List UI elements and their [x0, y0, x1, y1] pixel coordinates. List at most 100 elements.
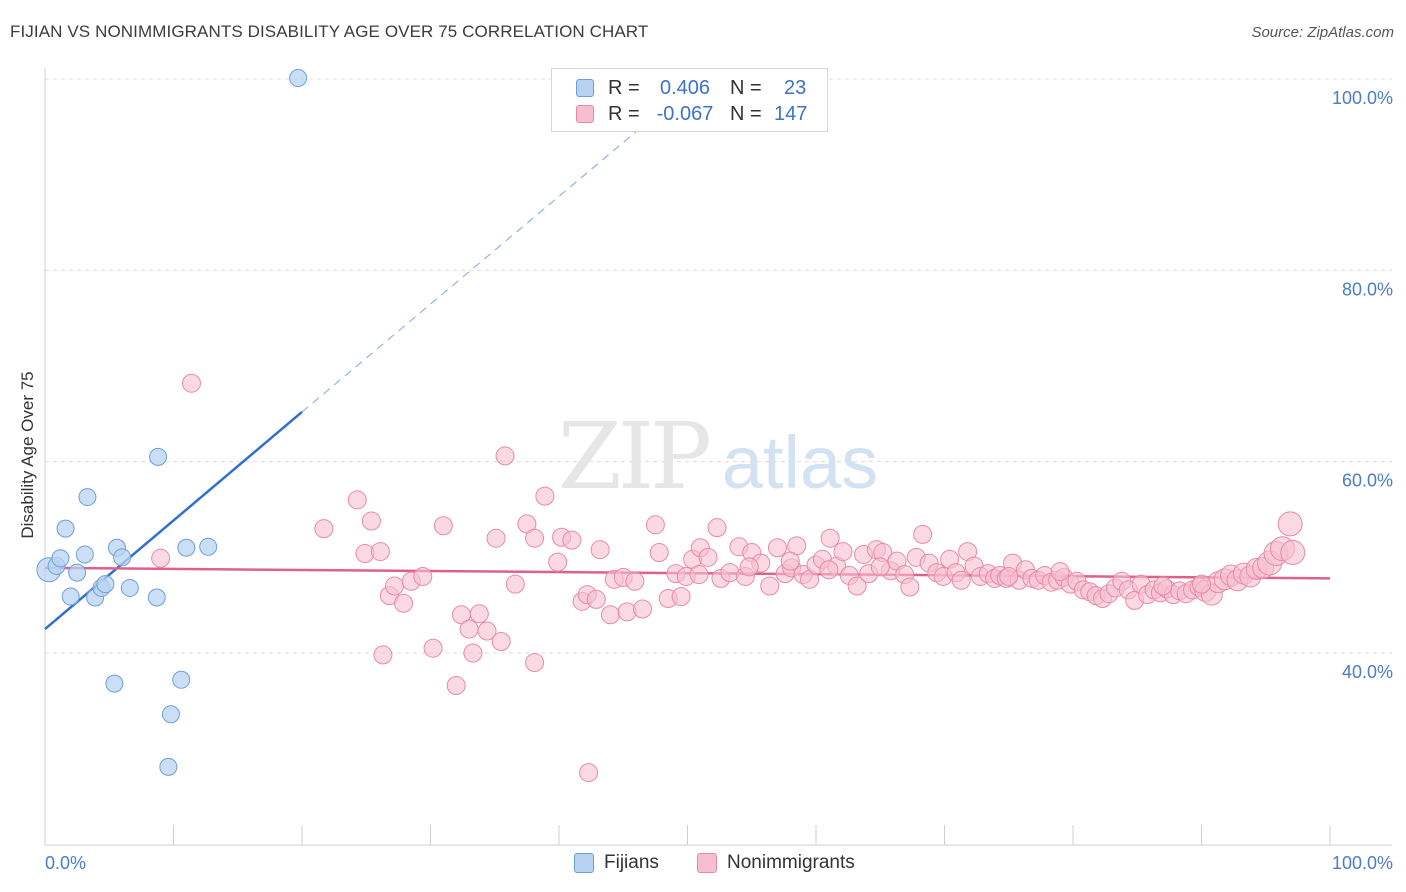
nonimmigrants-point	[486, 528, 506, 548]
nonimmigrants-point	[900, 577, 920, 597]
fijians-point	[199, 537, 218, 556]
nonimmigrants-swatch	[576, 105, 594, 123]
y-tick-label: 80.0%	[1342, 279, 1393, 299]
nonimmigrants-point	[562, 530, 582, 550]
nonimmigrants-point	[525, 528, 545, 548]
legend-item-fijians[interactable]: Fijians	[574, 852, 659, 874]
fijians-point	[149, 447, 168, 466]
nonimmigrants-point	[847, 576, 867, 596]
y-tick-label: 100.0%	[1332, 88, 1393, 108]
fijians-point	[75, 545, 94, 564]
nonimmigrants-point	[671, 587, 691, 607]
gridlines	[45, 78, 1392, 654]
nonimmigrants-point	[819, 560, 839, 580]
nonimmigrants-point	[600, 605, 620, 625]
nonimmigrants-point	[314, 519, 334, 539]
nonimmigrants-point	[505, 574, 525, 594]
chart-title: FIJIAN VS NONIMMIGRANTS DISABILITY AGE O…	[10, 22, 649, 41]
legend-r-label: R =	[608, 76, 640, 99]
watermark-zip: ZIP	[558, 403, 709, 510]
fijians-point	[147, 588, 166, 607]
legend-n-label: N =	[730, 76, 762, 99]
nonimmigrants-point	[469, 604, 489, 624]
legend-n-value: 147	[774, 102, 808, 125]
nonimmigrants-point	[579, 763, 599, 783]
fijians-point	[161, 705, 180, 724]
x-tick-label: 100.0%	[1332, 853, 1393, 873]
source-label: Source: ZipAtlas.com	[1251, 24, 1394, 41]
nonimmigrants-legend-label: Nonimmigrants	[727, 852, 855, 873]
nonimmigrants-point	[1280, 540, 1306, 566]
watermark-atlas: atlas	[722, 421, 878, 504]
nonimmigrants-point	[463, 643, 483, 663]
nonimmigrants-point	[1192, 574, 1211, 594]
nonimmigrants-point	[394, 593, 414, 613]
fijians-swatch	[576, 79, 594, 97]
trend-lines	[44, 88, 1331, 631]
tick-labels: 40.0% 60.0% 80.0% 100.0% 0.0% 100.0%	[45, 88, 1393, 873]
nonimmigrants-point	[633, 599, 653, 619]
nonimmigrants-point	[361, 511, 381, 531]
nonimmigrants-point	[433, 516, 453, 536]
fijians-point	[56, 519, 75, 538]
nonimmigrants-point	[590, 540, 610, 560]
nonimmigrants-point	[491, 632, 511, 652]
nonimmigrants-point	[586, 589, 606, 609]
y-tick-label: 60.0%	[1342, 471, 1393, 491]
legend-item-nonimmigrants[interactable]: Nonimmigrants	[697, 852, 855, 874]
nonimmigrants-point	[833, 542, 853, 562]
series-legend: Fijians Nonimmigrants	[0, 852, 1406, 878]
nonimmigrants-point	[1050, 562, 1070, 582]
fijians-point	[78, 488, 97, 507]
fijians-point	[159, 757, 178, 776]
nonimmigrants-point	[870, 557, 890, 577]
legend-r-label: R =	[608, 102, 640, 125]
nonimmigrants-point	[1153, 576, 1173, 596]
nonimmigrants-point	[423, 638, 443, 658]
fijians-legend-swatch	[574, 853, 594, 873]
axes	[44, 68, 1392, 846]
legend-r-value: -0.067	[656, 102, 714, 125]
fijians-point	[172, 670, 191, 689]
nonimmigrants-legend-swatch	[697, 853, 717, 873]
nonimmigrants-point	[780, 551, 800, 571]
legend-n-label: N =	[730, 102, 762, 125]
watermark: ZIP atlas	[558, 403, 878, 510]
nonimmigrants-point	[689, 565, 709, 585]
fijians-legend-label: Fijians	[604, 852, 659, 873]
fijians-point	[289, 69, 308, 88]
nonimmigrants-point	[739, 557, 759, 577]
nonimmigrants-point	[649, 543, 669, 563]
nonimmigrants-point	[477, 621, 497, 641]
fijians-point	[105, 674, 124, 693]
nonimmigrants-point	[525, 653, 545, 673]
fijians-points	[36, 69, 308, 776]
nonimmigrants-point	[820, 528, 840, 548]
nonimmigrants-point	[535, 486, 555, 506]
nonimmigrants-point	[385, 576, 405, 596]
nonimmigrants-point	[1277, 511, 1303, 537]
nonimmigrants-point	[370, 542, 390, 562]
fijians-point	[68, 563, 87, 582]
nonimmigrants-point	[698, 547, 718, 567]
y-tick-label: 40.0%	[1342, 662, 1393, 682]
nonimmigrants-point	[373, 645, 393, 665]
nonimmigrants-point	[707, 518, 727, 538]
fijians-point	[51, 549, 70, 568]
nonimmigrants-point	[617, 602, 637, 622]
fijians-point	[61, 587, 80, 606]
nonimmigrants-point	[767, 538, 787, 558]
nonimmigrants-point	[760, 576, 780, 596]
nonimmigrants-point	[459, 619, 479, 639]
nonimmigrants-point	[495, 446, 515, 466]
nonimmigrants-point	[446, 676, 466, 696]
nonimmigrants-point	[347, 490, 367, 510]
legend-r-value: 0.406	[659, 76, 711, 99]
nonimmigrants-points	[151, 373, 1306, 783]
fijians-point	[120, 578, 139, 597]
fijians-trend-extension	[301, 88, 688, 413]
nonimmigrants-point	[625, 571, 645, 591]
nonimmigrants-point	[151, 548, 171, 568]
legend-row-nonimmigrants: R = -0.067 N = 147	[576, 102, 807, 126]
